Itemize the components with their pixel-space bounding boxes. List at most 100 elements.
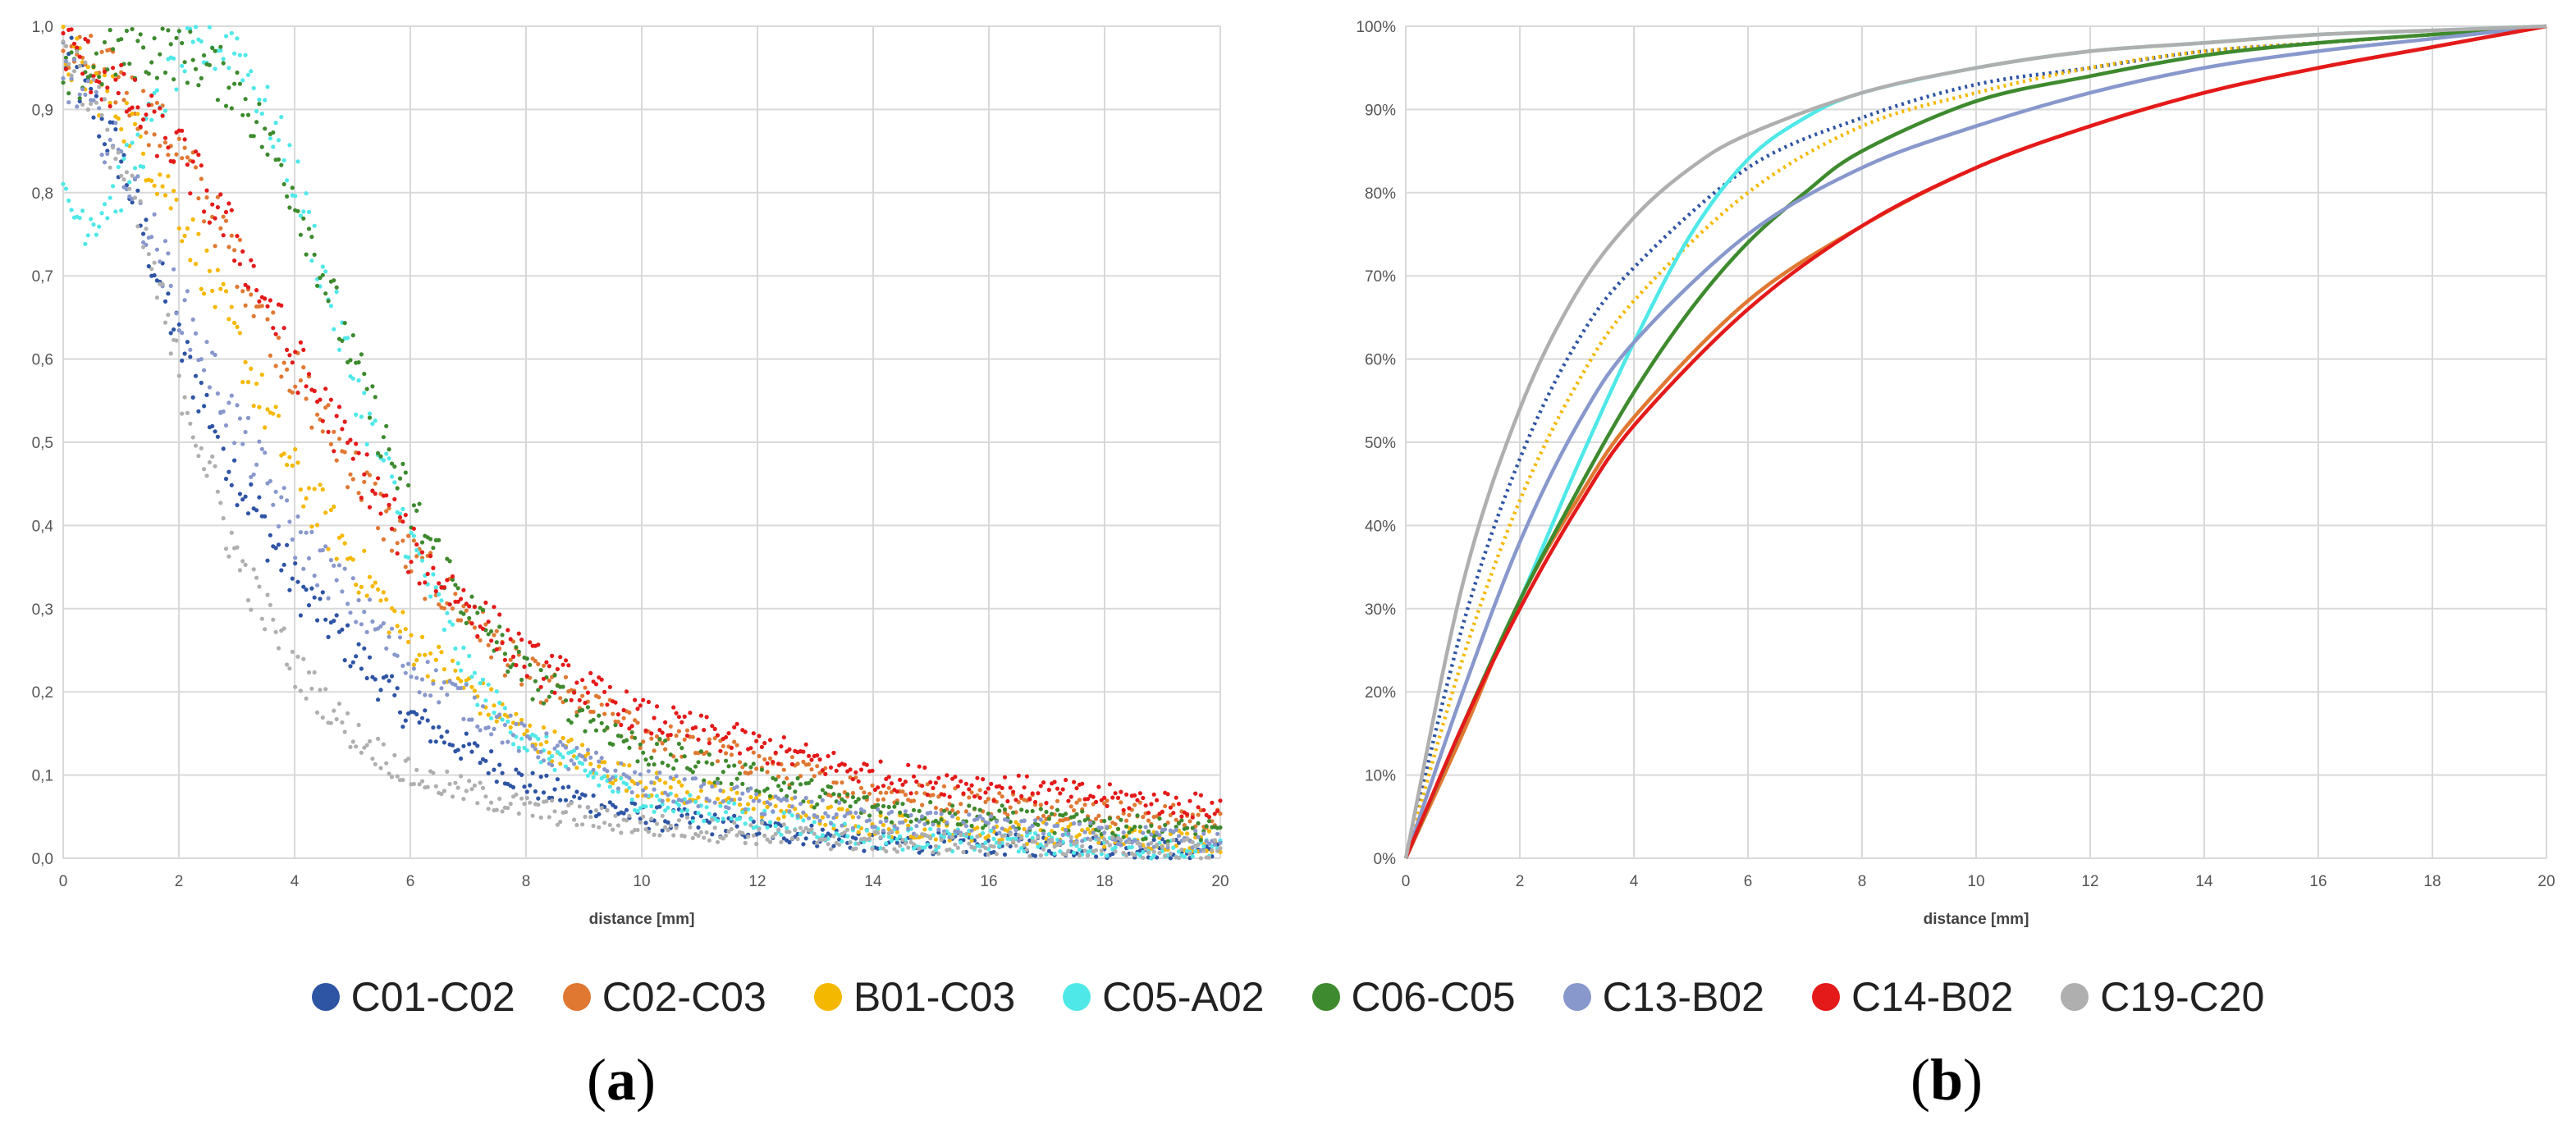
point-C05-A02 [480,677,486,682]
point-C02-C03 [674,734,679,738]
point-B01-C03 [202,291,207,296]
point-C01-C02 [732,813,737,818]
point-C01-C02 [536,796,541,801]
point-C06-C05 [646,762,652,767]
point-C14-B02 [1022,785,1027,790]
point-C05-A02 [232,51,237,56]
point-C19-C20 [190,435,195,440]
point-B01-C03 [174,197,179,202]
point-C02-C03 [785,776,789,781]
legend-marker [1063,983,1091,1011]
point-C05-A02 [445,610,450,615]
point-C05-A02 [743,821,748,826]
point-C19-C20 [892,847,897,852]
point-C13-B02 [320,547,325,553]
point-C06-C05 [304,252,309,257]
point-B01-C03 [160,184,165,189]
point-C06-C05 [898,810,903,816]
point-C19-C20 [917,846,922,851]
point-C19-C20 [1036,835,1041,840]
point-C14-B02 [502,657,508,662]
point-C02-C03 [99,49,104,54]
point-C06-C05 [168,42,173,47]
point-C02-C03 [867,791,872,796]
point-C06-C05 [489,629,494,634]
point-C19-C20 [1143,846,1148,851]
point-C05-A02 [354,412,359,417]
point-C01-C02 [698,814,704,819]
point-C13-B02 [815,815,820,820]
point-C05-A02 [69,208,74,213]
point-C13-B02 [516,748,521,753]
point-C19-C20 [166,313,171,318]
point-B01-C03 [519,717,524,723]
point-C13-B02 [359,622,364,627]
point-C05-A02 [180,63,185,68]
point-C06-C05 [715,776,721,781]
point-C13-B02 [207,385,212,390]
point-B01-C03 [367,574,373,579]
point-C13-B02 [364,629,369,634]
point-C14-B02 [1013,798,1018,802]
point-C19-C20 [243,562,248,568]
point-C01-C02 [459,756,464,761]
point-C14-B02 [1019,793,1024,798]
point-C02-C03 [652,748,657,753]
point-B01-C03 [61,24,66,30]
point-C13-B02 [558,739,563,744]
point-C13-B02 [566,766,571,771]
point-C14-B02 [356,450,361,455]
point-C06-C05 [977,807,982,812]
point-C06-C05 [312,252,317,257]
point-C06-C05 [431,546,436,551]
point-C06-C05 [809,778,814,783]
point-B01-C03 [558,761,563,766]
series-C14-B02 [61,27,1223,820]
point-C14-B02 [671,705,676,710]
point-C19-C20 [787,830,792,834]
point-C14-B02 [989,781,994,787]
point-C19-C20 [384,761,389,766]
point-C06-C05 [285,194,290,199]
point-C14-B02 [287,353,292,358]
point-C06-C05 [1055,807,1060,812]
point-B01-C03 [1185,831,1190,836]
point-C06-C05 [536,688,541,693]
point-C13-B02 [281,486,286,491]
point-C05-A02 [671,809,676,814]
point-C19-C20 [684,815,690,821]
point-C14-B02 [1137,791,1142,796]
point-C13-B02 [461,716,466,722]
point-C13-B02 [472,695,478,700]
point-C13-B02 [569,758,574,763]
point-C14-B02 [809,757,814,762]
point-C02-C03 [1171,802,1176,807]
point-C01-C02 [684,812,690,817]
point-C02-C03 [1008,805,1013,810]
point-C06-C05 [981,825,986,830]
point-B01-C03 [334,556,339,561]
point-C05-A02 [356,378,361,383]
point-C14-B02 [1052,780,1057,784]
point-C01-C02 [734,824,739,829]
point-C13-B02 [378,624,383,629]
point-C02-C03 [414,554,419,559]
point-C19-C20 [1121,850,1126,855]
point-C13-B02 [232,441,237,446]
point-C02-C03 [121,98,126,103]
point-C06-C05 [853,799,858,804]
point-C01-C02 [710,832,715,837]
point-C19-C20 [547,815,551,820]
legend-item-C05-A02: C05-A02 [1063,973,1265,1021]
point-C14-B02 [776,761,781,766]
point-B01-C03 [141,151,146,156]
point-C01-C02 [348,664,353,669]
point-C01-C02 [613,805,618,810]
point-C13-B02 [850,825,855,831]
point-C05-A02 [218,48,223,53]
point-C14-B02 [1027,797,1032,802]
point-C01-C02 [815,844,820,848]
point-B01-C03 [285,463,290,468]
point-C19-C20 [870,846,875,852]
point-C19-C20 [1157,850,1162,855]
